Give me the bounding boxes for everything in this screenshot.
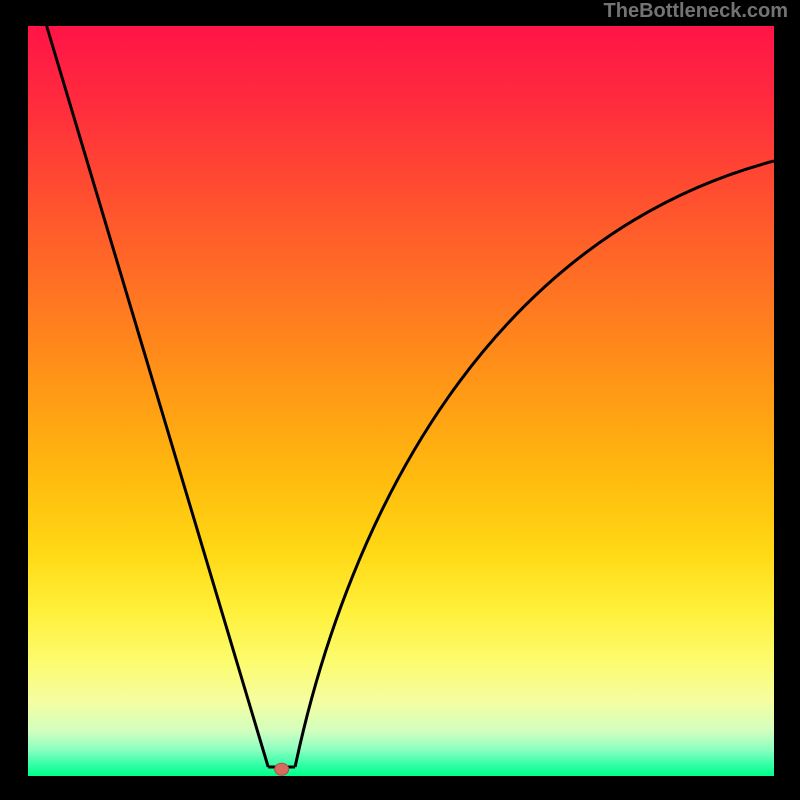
minimum-marker [275,763,289,775]
plot-area [28,26,774,776]
attribution-text: TheBottleneck.com [604,0,788,23]
curve-layer [28,26,774,776]
curve-right-branch [295,161,774,767]
chart-container: TheBottleneck.com [0,0,800,800]
curve-left-branch [47,26,269,767]
